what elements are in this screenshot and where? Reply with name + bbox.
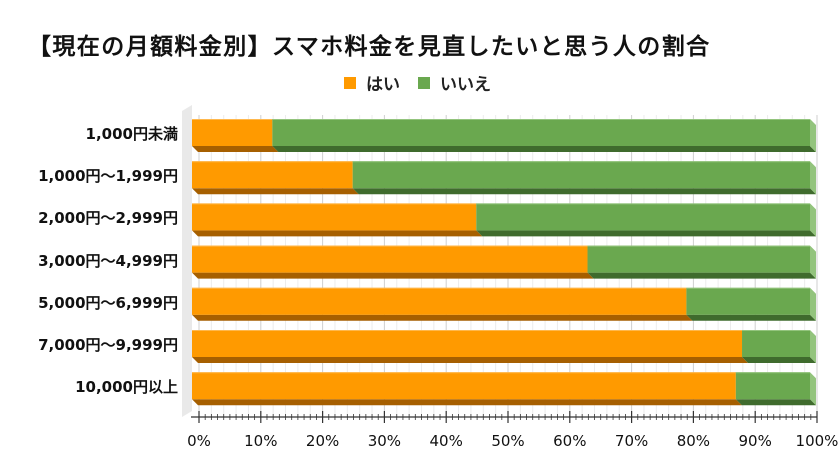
bar-bottom-face — [476, 230, 816, 237]
bar-yes-segment — [192, 245, 588, 273]
bar-no-segment — [686, 287, 810, 315]
category-label: 7,000円～9,999円 — [38, 336, 178, 354]
category-label: 2,000円～2,999円 — [38, 209, 178, 228]
bar-bottom-face — [686, 314, 816, 321]
bar-no-segment — [587, 245, 810, 273]
x-tick-label: 70% — [614, 432, 649, 450]
category-label: 3,000円～4,999円 — [38, 251, 178, 270]
bar-no-segment — [272, 119, 811, 146]
category-label: 5,000円～6,999円 — [38, 293, 178, 312]
x-tick-label: 40% — [429, 432, 463, 450]
x-tick-label: 30% — [367, 432, 402, 450]
x-tick-label: 100% — [795, 432, 839, 450]
bar-yes-segment — [192, 287, 687, 315]
bar-end-face — [810, 372, 816, 406]
bar-bottom-face — [192, 230, 483, 237]
bar-no-segment — [742, 330, 810, 357]
category-label: 10,000円以上 — [75, 378, 178, 397]
x-tick-label: 0% — [187, 432, 211, 450]
bar-bottom-face — [192, 399, 742, 406]
bar-end-face — [810, 287, 816, 321]
bar-bottom-face — [352, 188, 816, 195]
x-tick-label: 10% — [244, 432, 278, 450]
bar-no-segment — [476, 203, 810, 231]
bar-bottom-face — [192, 314, 693, 321]
bar-yes-segment — [192, 119, 273, 146]
bar-bottom-face — [587, 272, 816, 279]
legend-swatch-yes — [344, 76, 356, 89]
bar-no-segment — [735, 372, 810, 400]
bar-end-face — [810, 330, 816, 363]
x-tick-label: 20% — [305, 432, 340, 450]
bar-end-face — [810, 119, 816, 152]
bar-no-segment — [352, 161, 810, 189]
bar-yes-segment — [192, 203, 477, 231]
bar-bottom-face — [192, 357, 749, 363]
x-tick-label: 50% — [491, 432, 525, 450]
legend-item-yes: はい — [344, 70, 400, 95]
legend-label-no: いいえ — [440, 75, 491, 95]
bar-bottom-face — [742, 357, 816, 363]
bar-bottom-face — [192, 188, 359, 195]
category-label: 1,000円～1,999円 — [38, 167, 178, 186]
bar-bottom-face — [735, 399, 816, 406]
bar-end-face — [810, 245, 816, 279]
bar-yes-segment — [192, 330, 743, 357]
bar-yes-segment — [192, 372, 736, 400]
x-tick-label: 90% — [738, 432, 772, 450]
bar-end-face — [810, 161, 816, 195]
bar-yes-segment — [192, 161, 353, 189]
side-wall — [182, 105, 192, 417]
category-label: 1,000円未満 — [85, 125, 178, 143]
legend-item-no: いいえ — [418, 70, 491, 95]
legend-label-yes: はい — [366, 75, 400, 95]
chart-legend: はい いいえ — [344, 70, 509, 95]
chart-title: 【現在の月額料金別】スマホ料金を見直したいと思う人の割合 — [28, 34, 711, 60]
bar-bottom-face — [192, 146, 279, 152]
bar-end-face — [810, 203, 816, 237]
bar-bottom-face — [272, 146, 817, 152]
bar-bottom-face — [192, 272, 594, 279]
x-tick-label: 80% — [676, 432, 711, 450]
x-tick-label: 60% — [553, 432, 587, 450]
legend-swatch-no — [418, 76, 430, 89]
